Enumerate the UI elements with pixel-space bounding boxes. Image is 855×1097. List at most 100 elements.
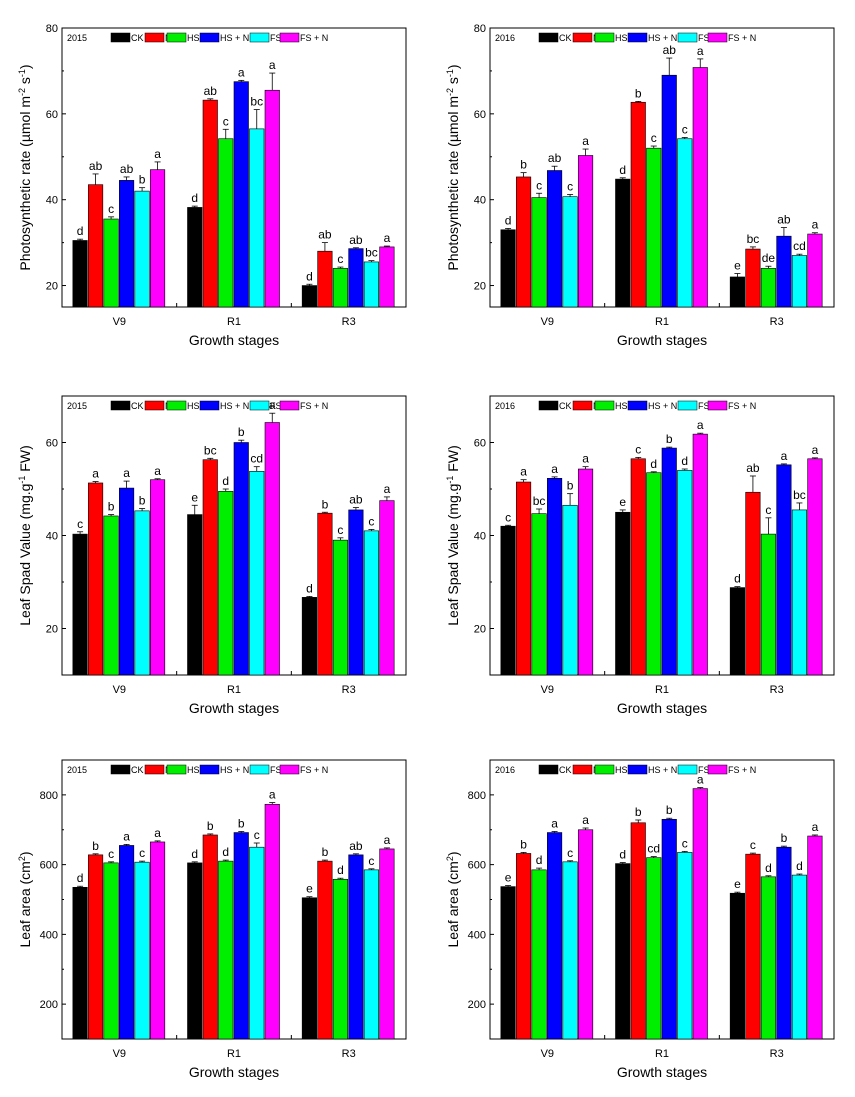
y-tick-label: 600 [40,860,58,872]
significance-letter: a [582,813,589,827]
significance-letter: a [92,467,99,481]
bar [218,860,234,1040]
significance-letter: c [223,114,229,128]
bar [630,822,646,1040]
legend-swatch [166,764,187,775]
bar [578,829,594,1040]
bar [249,128,265,308]
significance-letter: c [139,846,145,860]
bar [760,533,776,676]
chart-svg: 20 40 60 80 V9 R1 R3 Growth stages Photosyntheti… [17,23,407,348]
significance-letter: d [796,859,803,873]
significance-letter: d [222,474,229,488]
bar [692,433,708,676]
x-tick-label: R1 [227,684,241,696]
bar [776,846,792,1040]
x-tick-label: V9 [541,316,554,328]
legend-label: FS [698,765,710,775]
bar [88,854,104,1040]
bar [661,74,677,308]
y-axis-title: Leaf area (cm2) [445,851,461,947]
bar [745,491,761,676]
chart-panel: 20 40 60 V9 R1 R3 Growth stages Leaf Spad Value… [428,368,855,733]
legend-swatch [144,764,165,775]
chart-panel: 20 40 60 V9 R1 R3 Growth stages Leaf Spad Value… [0,368,427,733]
significance-letter: bc [533,494,546,508]
significance-letter: ab [746,461,760,475]
significance-letter: c [567,846,573,860]
y-tick-label: 40 [46,195,58,207]
legend-label: FS + N [728,401,756,411]
significance-letter: a [123,829,130,843]
y-tick-label: 20 [474,281,486,293]
legend-swatch [110,400,131,411]
legend-label: CK [559,33,572,43]
bar [348,248,364,308]
bar [630,101,646,308]
bar [661,447,677,676]
significance-letter: bc [250,95,263,109]
legend-swatch [279,400,300,411]
bar [578,468,594,676]
significance-letter: bc [365,246,378,260]
bar [776,235,792,308]
bar [233,832,249,1040]
bar [547,478,563,676]
significance-letter: d [77,871,84,885]
bar [692,788,708,1040]
legend-label: FS [270,765,282,775]
year-label: 2015 [67,765,87,775]
bar [134,190,150,308]
bar [317,512,333,676]
bar [348,509,364,676]
significance-letter: a [384,482,391,496]
bar [88,184,104,308]
bar [745,248,761,308]
bar [760,876,776,1040]
significance-letter: cd [647,842,660,856]
significance-letter: ab [204,84,218,98]
year-label: 2016 [495,401,515,411]
legend-label: FS + N [300,401,328,411]
x-tick-label: V9 [113,684,126,696]
legend-swatch [110,32,131,43]
bar [187,862,203,1040]
significance-letter: a [123,466,130,480]
significance-letter: a [384,833,391,847]
bar [202,99,218,308]
y-tick-label: 20 [46,624,58,636]
bar [807,458,823,676]
bar [317,250,333,308]
significance-letter: ab [318,228,332,242]
bar [692,67,708,308]
legend-swatch [538,400,559,411]
bar [233,442,249,676]
chart-svg: 20 40 60 V9 R1 R3 Growth stages Leaf Spad Value… [17,395,407,716]
x-tick-label: R1 [227,316,241,328]
significance-letter: d [619,848,626,862]
legend-swatch [249,32,270,43]
bar [103,515,119,676]
significance-letter: c [635,442,641,456]
bar [103,218,119,308]
significance-letter: a [812,820,819,834]
year-label: 2015 [67,33,87,43]
legend-swatch [627,764,648,775]
legend-swatch [166,32,187,43]
bar [531,869,547,1040]
significance-letter: d [650,457,657,471]
legend-swatch [279,32,300,43]
bar [500,229,516,308]
bar [500,525,516,676]
bar [332,878,348,1040]
significance-letter: bc [747,232,760,246]
significance-letter: b [238,425,245,439]
bar [661,818,677,1040]
significance-letter: d [619,163,626,177]
significance-letter: b [139,494,146,508]
x-axis-title: Growth stages [617,700,707,716]
